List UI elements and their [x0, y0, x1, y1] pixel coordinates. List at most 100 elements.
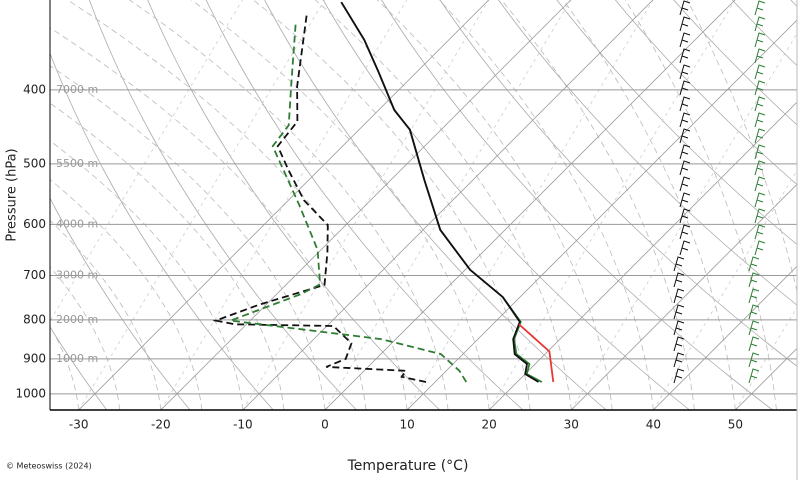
wind-barb: [748, 256, 760, 272]
profiles: [212, 1, 555, 383]
moist-adiabat: [562, 0, 736, 410]
dry-adiabat: [731, 0, 797, 67]
height-label: 5500 m: [56, 157, 98, 170]
isotherm: [406, 19, 797, 410]
isotherm: [160, 0, 572, 410]
wind-barb: [679, 224, 691, 240]
wind-barb: [679, 128, 691, 144]
isotherm: [78, 0, 490, 410]
dry-adiabat: [205, 0, 524, 410]
wind-barb: [748, 288, 760, 304]
wind-barb: [679, 64, 691, 80]
wind-barb: [754, 96, 766, 112]
wind-barb: [748, 272, 760, 288]
wind-barb: [748, 368, 760, 384]
dry-adiabat: [50, 326, 108, 410]
moist-adiabat: [500, 0, 695, 410]
wind-barb: [673, 256, 685, 272]
y-tick-label: 600: [23, 217, 46, 231]
dry-adiabat: [88, 0, 357, 410]
wind-barb: [754, 64, 766, 80]
isotherm: [488, 101, 797, 410]
moist-adiabat: [128, 0, 449, 410]
wind-barb: [679, 176, 691, 192]
wind-barb: [754, 224, 766, 240]
wind-barb: [679, 32, 691, 48]
wind-barb: [679, 160, 691, 176]
wind-barb: [754, 48, 766, 64]
dry-adiabat: [614, 0, 797, 186]
isotherm: [570, 183, 797, 410]
y-tick-label: 500: [23, 156, 46, 170]
wind-barb: [679, 112, 691, 128]
x-tick-label: 50: [728, 418, 743, 432]
y-tick-label: 700: [23, 268, 46, 282]
mixing-ratio: [50, 0, 243, 322]
height-label: 4000 m: [56, 217, 98, 230]
dry-adiabat: [50, 197, 191, 410]
moist-adiabat: [50, 65, 326, 410]
wind-barb: [679, 96, 691, 112]
x-tick-label: -10: [233, 418, 253, 432]
dry-adiabat: [264, 0, 607, 410]
wind-barb: [754, 32, 766, 48]
grid: [50, 0, 797, 410]
x-tick-label: 0: [321, 418, 329, 432]
wind-barb: [679, 48, 691, 64]
wind-barb: [754, 0, 766, 16]
wind-barb: [679, 16, 691, 32]
x-axis-label: Temperature (°C): [347, 458, 469, 474]
x-tick-label: 30: [564, 418, 579, 432]
y-tick-label: 400: [23, 82, 46, 96]
moist-adiabat: [50, 140, 244, 410]
credit: © Meteoswiss (2024): [6, 462, 92, 471]
moist-adiabat: [438, 0, 654, 410]
dry-adiabat: [50, 52, 274, 410]
moist-adiabat: [252, 0, 531, 410]
y-tick-label: 800: [23, 312, 46, 326]
wind-barb: [754, 144, 766, 160]
x-tick-label: -30: [69, 418, 89, 432]
dry-adiabat: [322, 0, 690, 410]
moist-adiabat: [50, 220, 162, 410]
moist-adiabat: [376, 0, 613, 410]
moist-adiabat: [66, 0, 408, 410]
wind-barb: [754, 80, 766, 96]
height-label: 1000 m: [56, 352, 98, 365]
wind-barb: [673, 288, 685, 304]
labels: -30 -20 -10 0 10 20 30 40 50 400 500 600 700 800 900 10…: [15, 82, 743, 431]
dry-adiabat: [439, 0, 797, 367]
isotherm: [242, 0, 654, 410]
profile-line: [230, 23, 468, 383]
wind-barb: [754, 208, 766, 224]
wind-barb: [679, 0, 691, 16]
wind-barb: [754, 112, 766, 128]
height-label: 3000 m: [56, 269, 98, 282]
wind-barb: [754, 160, 766, 176]
profile-line: [212, 11, 427, 383]
wind-barb: [673, 304, 685, 320]
dry-adiabat: [498, 0, 797, 306]
dry-adiabat: [556, 0, 797, 246]
moist-adiabat: [50, 178, 203, 410]
isotherm: [735, 347, 797, 410]
y-tick-label: 900: [23, 351, 46, 365]
wind-barb: [679, 80, 691, 96]
wind-barb: [679, 240, 691, 256]
x-tick-label: -20: [151, 418, 171, 432]
wind-barb: [748, 336, 760, 352]
height-label: 2000 m: [56, 313, 98, 326]
wind-barb: [754, 192, 766, 208]
height-label: 7000 m: [56, 83, 98, 96]
wind-barb: [673, 368, 685, 384]
wind-barb: [679, 144, 691, 160]
wind-barb: [673, 352, 685, 368]
wind-barb: [673, 320, 685, 336]
wind-barbs: [673, 0, 766, 384]
wind-barb: [754, 128, 766, 144]
dry-adiabat: [381, 0, 773, 410]
y-tick-label: 1000: [15, 386, 46, 400]
wind-barb: [679, 192, 691, 208]
moist-adiabat: [50, 27, 367, 410]
wind-barb: [679, 208, 691, 224]
